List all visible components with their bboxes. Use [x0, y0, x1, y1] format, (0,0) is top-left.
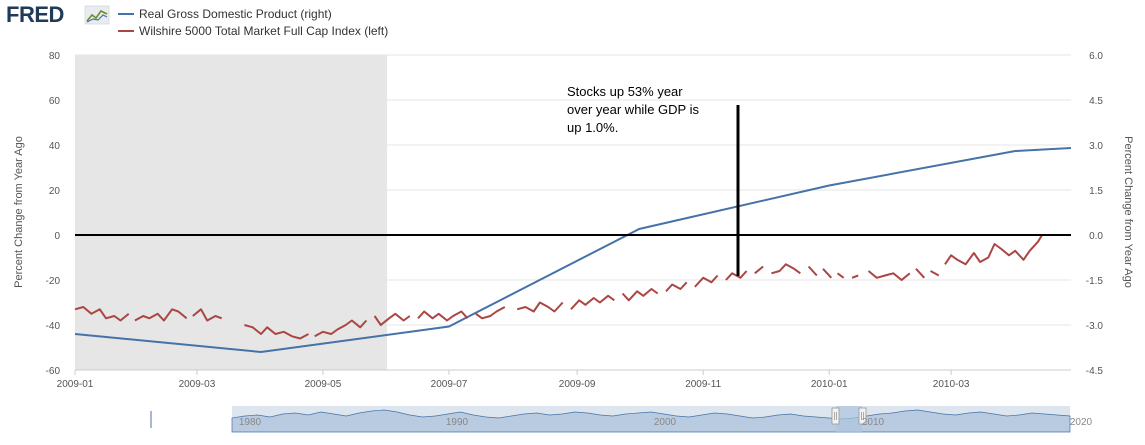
y-right-tick-label: -1.5 — [1086, 276, 1104, 287]
y-left-tick-label: -60 — [46, 366, 61, 377]
annotation-text: Stocks up 53% year over year while GDP i… — [567, 84, 699, 135]
x-tick-label: 2009-05 — [305, 379, 342, 390]
series-line-wilshire — [851, 274, 859, 279]
y-left-tick-label: 80 — [49, 51, 61, 62]
navigator-selection[interactable] — [836, 406, 862, 432]
y-left-tick-label: 0 — [54, 231, 60, 242]
annotation-line-2: over year while GDP is — [567, 102, 699, 117]
series-line-wilshire — [930, 270, 940, 277]
annotation-line-3: up 1.0%. — [567, 120, 618, 135]
y-left-tick-label: 60 — [49, 96, 61, 107]
series-line-wilshire — [754, 265, 764, 275]
x-axis-ticks: 2009-01 2009-03 2009-05 2009-07 2009-09 2009-… — [57, 369, 1071, 390]
x-tick-label: 2009-11 — [685, 379, 721, 390]
line-chart-icon — [84, 5, 110, 25]
navigator-label: 2010 — [862, 417, 885, 428]
series-line-wilshire — [475, 306, 506, 320]
y-left-tick-label: -20 — [46, 276, 61, 287]
series-line-wilshire — [373, 312, 411, 326]
series-line-wilshire — [314, 319, 368, 338]
navigator-handle-left[interactable] — [831, 407, 840, 425]
x-tick-label: 2009-03 — [179, 379, 216, 390]
legend-item-wilshire[interactable]: Wilshire 5000 Total Market Full Cap Inde… — [118, 24, 388, 38]
x-tick-label: 2010-03 — [933, 379, 970, 390]
y-right-tick-label: 1.5 — [1089, 186, 1103, 197]
series-line-wilshire — [771, 263, 801, 275]
legend-label-gdp: Real Gross Domestic Product (right) — [139, 7, 332, 21]
y-axis-right-title: Percent Change from Year Ago — [1122, 136, 1134, 288]
navigator-label: 2000 — [654, 417, 677, 428]
series-line-wilshire — [192, 308, 223, 322]
x-tick-label: 2009-09 — [559, 379, 596, 390]
series-line-wilshire — [244, 324, 309, 340]
logo-text: FRED — [6, 2, 64, 27]
series-line-wilshire — [807, 265, 818, 277]
recession-shading — [75, 55, 388, 370]
series-line-wilshire — [694, 274, 719, 288]
series-line-wilshire — [915, 268, 926, 279]
annotation-line-1: Stocks up 53% year — [567, 84, 683, 99]
series-line-wilshire — [134, 308, 188, 322]
x-tick-label: 2009-07 — [431, 379, 468, 390]
y-axis-right-ticks: 6.0 4.5 3.0 1.5 0.0 -1.5 -3.0 -4.5 — [1086, 51, 1104, 377]
navigator-label: 1980 — [239, 417, 262, 428]
y-right-tick-label: -3.0 — [1086, 321, 1104, 332]
series-line-wilshire — [867, 270, 911, 281]
series-line-wilshire — [725, 270, 748, 281]
series-line-wilshire — [944, 234, 1043, 266]
y-right-tick-label: 3.0 — [1089, 141, 1103, 152]
navigator-handle-right[interactable] — [858, 407, 867, 425]
series-line-gdp — [74, 147, 1072, 354]
series-line-wilshire — [417, 310, 469, 322]
y-right-tick-label: -4.5 — [1086, 366, 1104, 377]
navigator-label: 1990 — [446, 417, 469, 428]
y-left-tick-label: -40 — [46, 321, 61, 332]
navigator-labels: 1980 1990 2000 2010 2020 — [239, 417, 1093, 428]
y-axis-left-title: Percent Change from Year Ago — [13, 136, 25, 288]
y-axis-left-ticks: 80 60 40 20 0 -20 -40 -60 — [46, 51, 61, 377]
legend-item-gdp[interactable]: Real Gross Domestic Product (right) — [118, 7, 332, 21]
series-line-wilshire — [822, 268, 833, 279]
y-right-tick-label: 4.5 — [1089, 96, 1103, 107]
y-right-tick-label: 0.0 — [1089, 231, 1103, 242]
navigator[interactable]: 1980 1990 2000 2010 2020 — [150, 406, 1093, 433]
series-line-wilshire — [74, 306, 130, 322]
y-right-tick-label: 6.0 — [1089, 51, 1103, 62]
series-line-wilshire — [665, 281, 688, 292]
fred-logo[interactable]: FRED — [6, 2, 110, 27]
y-left-tick-label: 40 — [49, 141, 61, 152]
series-line-wilshire — [836, 272, 845, 279]
series-gdp — [74, 147, 1072, 354]
legend-label-wilshire: Wilshire 5000 Total Market Full Cap Inde… — [139, 24, 388, 38]
legend: Real Gross Domestic Product (right) Wils… — [118, 7, 388, 38]
navigator-label: 2020 — [1070, 417, 1093, 428]
series-wilshire — [74, 234, 1043, 340]
x-tick-label: 2009-01 — [57, 379, 94, 390]
y-left-tick-label: 20 — [49, 186, 61, 197]
series-line-wilshire — [570, 294, 615, 310]
x-tick-label: 2010-01 — [811, 379, 848, 390]
series-line-wilshire — [516, 301, 564, 313]
series-line-wilshire — [621, 288, 659, 302]
